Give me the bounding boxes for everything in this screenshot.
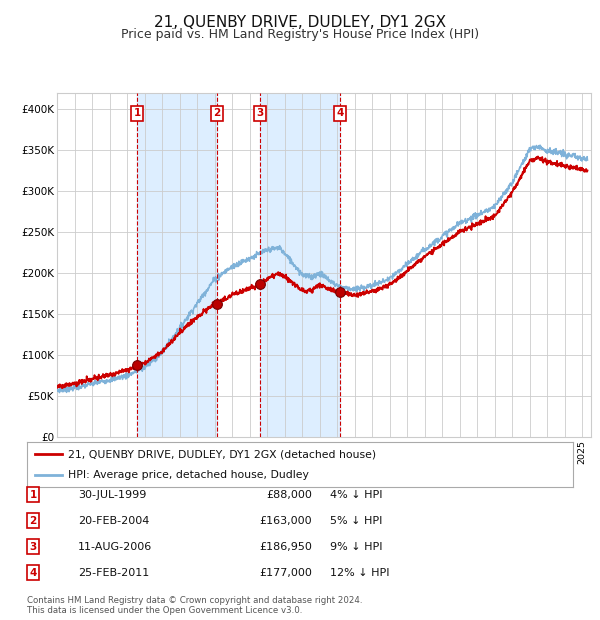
Text: 3: 3 [29,542,37,552]
Text: 5% ↓ HPI: 5% ↓ HPI [330,516,382,526]
Text: 12% ↓ HPI: 12% ↓ HPI [330,568,389,578]
Bar [260,93,340,437]
Text: 4: 4 [29,568,37,578]
Text: 21, QUENBY DRIVE, DUDLEY, DY1 2GX: 21, QUENBY DRIVE, DUDLEY, DY1 2GX [154,15,446,30]
Text: 1: 1 [29,490,37,500]
Text: 4% ↓ HPI: 4% ↓ HPI [330,490,383,500]
Text: 20-FEB-2004: 20-FEB-2004 [78,516,149,526]
Text: 1: 1 [134,108,141,118]
Text: £88,000: £88,000 [266,490,312,500]
Text: 9% ↓ HPI: 9% ↓ HPI [330,542,383,552]
Text: 2: 2 [29,516,37,526]
Text: £163,000: £163,000 [259,516,312,526]
Text: HPI: Average price, detached house, Dudley: HPI: Average price, detached house, Dudl… [68,469,309,480]
Text: £186,950: £186,950 [259,542,312,552]
Bar [137,93,217,437]
Text: Price paid vs. HM Land Registry's House Price Index (HPI): Price paid vs. HM Land Registry's House … [121,28,479,41]
Text: 4: 4 [336,108,343,118]
Text: 25-FEB-2011: 25-FEB-2011 [78,568,149,578]
Text: 11-AUG-2006: 11-AUG-2006 [78,542,152,552]
Text: 3: 3 [257,108,264,118]
Text: 30-JUL-1999: 30-JUL-1999 [78,490,146,500]
Text: Contains HM Land Registry data © Crown copyright and database right 2024.
This d: Contains HM Land Registry data © Crown c… [27,596,362,615]
Text: £177,000: £177,000 [259,568,312,578]
Text: 2: 2 [213,108,220,118]
Text: 21, QUENBY DRIVE, DUDLEY, DY1 2GX (detached house): 21, QUENBY DRIVE, DUDLEY, DY1 2GX (detac… [68,449,376,459]
